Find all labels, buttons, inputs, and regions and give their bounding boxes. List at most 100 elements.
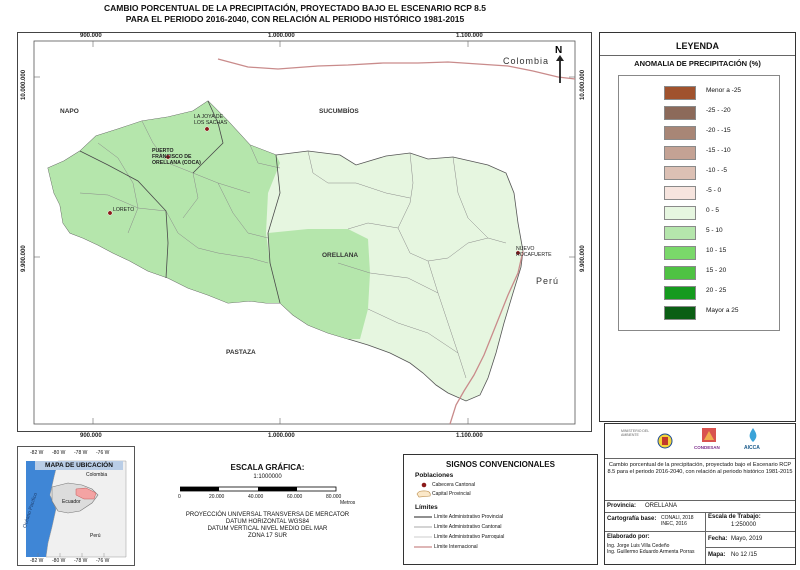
legend-label-4: -15 - -10 bbox=[706, 147, 731, 154]
scale-block: ESCALA GRÁFICA: 1:1000000 0 20.000 40.00… bbox=[136, 446, 399, 564]
conventional-signs-panel: SIGNOS CONVENCIONALES Poblaciones Cabece… bbox=[403, 454, 598, 565]
mapa-label: Mapa: bbox=[708, 552, 726, 558]
inset-bottom-tick-2: -80 W bbox=[52, 558, 66, 564]
signs-limites: Límites bbox=[415, 504, 438, 511]
scale-tick-2: 40.000 bbox=[248, 494, 264, 500]
legend-swatch-4 bbox=[664, 146, 696, 160]
x-tick-top-1: 900.000 bbox=[80, 33, 102, 39]
label-pastaza: PASTAZA bbox=[226, 349, 256, 356]
label-napo: NAPO bbox=[60, 108, 79, 115]
scale-tick-4: 80.000 bbox=[326, 494, 342, 500]
legend-swatch-3 bbox=[664, 126, 696, 140]
town-marker-coca[interactable] bbox=[165, 154, 171, 160]
limit-symbols bbox=[414, 516, 432, 548]
inset-label-ecuador: Ecuador bbox=[62, 499, 81, 505]
legend-subheading: ANOMALIA DE PRECIPITACIÓN (%) bbox=[634, 59, 761, 68]
title-line-1: CAMBIO PORCENTUAL DE LA PRECIPITACIÓN, P… bbox=[104, 3, 486, 13]
x-tick-bottom-1: 900.000 bbox=[80, 433, 102, 439]
logos-row: MINISTERIO DEL AMBIENTE CONDESAN AICCA bbox=[605, 424, 795, 459]
signs-lim-parroquial: Límite Administrativo Parroquial bbox=[434, 534, 505, 540]
inset-bottom-tick-4: -76 W bbox=[96, 558, 110, 564]
town-marker-rocafuerte[interactable] bbox=[515, 250, 521, 256]
legend-label-1: Menor a -25 bbox=[706, 87, 742, 94]
legend-swatch-1 bbox=[664, 86, 696, 100]
signs-lim-provincial: Límite Administrativo Provincial bbox=[434, 514, 504, 520]
scale-tick-0: 0 bbox=[178, 494, 181, 500]
town-marker-joya[interactable] bbox=[204, 126, 210, 132]
title-line-2: PARA EL PERIODO 2016-2040, CON RELACIÓN … bbox=[125, 14, 465, 24]
x-tick-top-3: 1.100.000 bbox=[456, 33, 483, 39]
cabecera-symbol-icon bbox=[421, 482, 427, 488]
legend-swatch-8 bbox=[664, 226, 696, 240]
label-peru: Perú bbox=[536, 276, 560, 286]
legend-label-12: Mayor a 25 bbox=[706, 307, 739, 314]
legend-label-3: -20 - -15 bbox=[706, 127, 731, 134]
inset-location-map: -82 W -80 W -78 W -76 W -82 W -80 W -78 … bbox=[17, 446, 135, 566]
signs-lim-cantonal: Límite Administrativo Cantonal bbox=[434, 524, 502, 530]
projection-info: PROYECCIÓN UNIVERSAL TRANSVERSA DE MERCA… bbox=[136, 512, 399, 540]
cartografia-value: CONALI, 2018 INEC, 2016 bbox=[661, 515, 694, 527]
town-marker-loreto[interactable] bbox=[107, 210, 113, 216]
anomaly-zone-5-10-west bbox=[48, 101, 280, 303]
provincia-value: ORELLANA bbox=[645, 503, 678, 509]
inset-orellana-highlight bbox=[75, 487, 97, 500]
legend-label-9: 10 - 15 bbox=[706, 247, 727, 254]
logo-ministerio: MINISTERIO DEL AMBIENTE bbox=[621, 429, 650, 437]
international-border-peru bbox=[449, 250, 524, 425]
town-label-loreto: LORETO bbox=[113, 207, 135, 213]
cartografia-label: Cartografía base: bbox=[607, 516, 657, 522]
projection-line-2: DATUM HORIZONTAL WGS84 bbox=[225, 519, 310, 525]
label-sucumbios: SUCUMBÍOS bbox=[319, 108, 359, 115]
projection-line-4: ZONA 17 SUR bbox=[247, 533, 287, 539]
scale-heading: ESCALA GRÁFICA: bbox=[230, 463, 305, 472]
legend-swatch-9 bbox=[664, 246, 696, 260]
elaborado-label: Elaborado por: bbox=[607, 534, 650, 540]
scale-unit: Metros bbox=[340, 500, 356, 506]
inset-top-tick-2: -80 W bbox=[52, 450, 66, 456]
inset-label-peru: Perú bbox=[90, 533, 101, 539]
inset-top-tick-3: -78 W bbox=[74, 450, 88, 456]
main-map-frame: N bbox=[17, 32, 592, 432]
fecha-label: Fecha: bbox=[708, 536, 728, 542]
info-block: MINISTERIO DEL AMBIENTE CONDESAN AICCA C… bbox=[604, 423, 796, 565]
elaborado-value-2: Ing. Guillermo Eduardo Armenta Porras bbox=[607, 549, 695, 555]
signs-heading: SIGNOS CONVENCIONALES bbox=[446, 460, 555, 469]
legend-heading: LEYENDA bbox=[675, 41, 719, 51]
y-tick-right-2: 9.900.000 bbox=[580, 245, 586, 272]
anomaly-zone-5-10-south bbox=[268, 229, 370, 339]
logo-aicca: AICCA bbox=[744, 445, 760, 451]
signs-capital: Capital Provincial bbox=[432, 491, 471, 497]
scale-tick-1: 20.000 bbox=[209, 494, 225, 500]
north-symbol: N bbox=[555, 45, 562, 56]
legend-swatch-10 bbox=[664, 266, 696, 280]
scale-ratio: 1:1000000 bbox=[253, 474, 282, 480]
aicca-logo-icon bbox=[749, 428, 757, 442]
elaborado-value-1: Ing. Jorge Luis Villa Cedeño bbox=[607, 543, 670, 549]
main-map[interactable]: N bbox=[18, 33, 591, 431]
legend-label-6: -5 - 0 bbox=[706, 187, 722, 194]
scale-bar bbox=[180, 486, 337, 492]
legend-label-10: 15 - 20 bbox=[706, 267, 727, 274]
fecha-value: Mayo, 2019 bbox=[731, 536, 763, 542]
x-tick-bottom-2: 1.000.000 bbox=[268, 433, 295, 439]
legend-panel: LEYENDA ANOMALIA DE PRECIPITACIÓN (%) Me… bbox=[599, 32, 796, 422]
legend-label-2: -25 - -20 bbox=[706, 107, 731, 114]
signs-lim-internacional: Límite Internacional bbox=[434, 544, 478, 550]
legend-classes-box: Menor a -25 -25 - -20 -20 - -15 -15 - -1… bbox=[618, 75, 780, 331]
north-arrow: N bbox=[555, 45, 564, 83]
y-tick-left-1: 10.000.000 bbox=[21, 69, 27, 100]
legend-label-8: 5 - 10 bbox=[706, 227, 723, 234]
town-label-rocafuerte: NUEVO ROCAFUERTE bbox=[516, 246, 552, 258]
projection-line-1: PROYECCIÓN UNIVERSAL TRANSVERSA DE MERCA… bbox=[185, 512, 350, 518]
projection-line-3: DATUM VERTICAL NIVEL MEDIO DEL MAR bbox=[207, 526, 328, 532]
legend-swatch-12 bbox=[664, 306, 696, 320]
inset-title: MAPA DE UBICACIÓN bbox=[35, 461, 123, 470]
legend-swatch-2 bbox=[664, 106, 696, 120]
provincia-label: Provincia: bbox=[607, 503, 637, 509]
inset-bottom-tick-1: -82 W bbox=[30, 558, 44, 564]
x-tick-bottom-3: 1.100.000 bbox=[456, 433, 483, 439]
label-orellana: ORELLANA bbox=[322, 252, 359, 259]
capital-symbol-icon bbox=[416, 490, 431, 498]
inset-top-tick-1: -82 W bbox=[30, 450, 44, 456]
legend-swatch-5 bbox=[664, 166, 696, 180]
